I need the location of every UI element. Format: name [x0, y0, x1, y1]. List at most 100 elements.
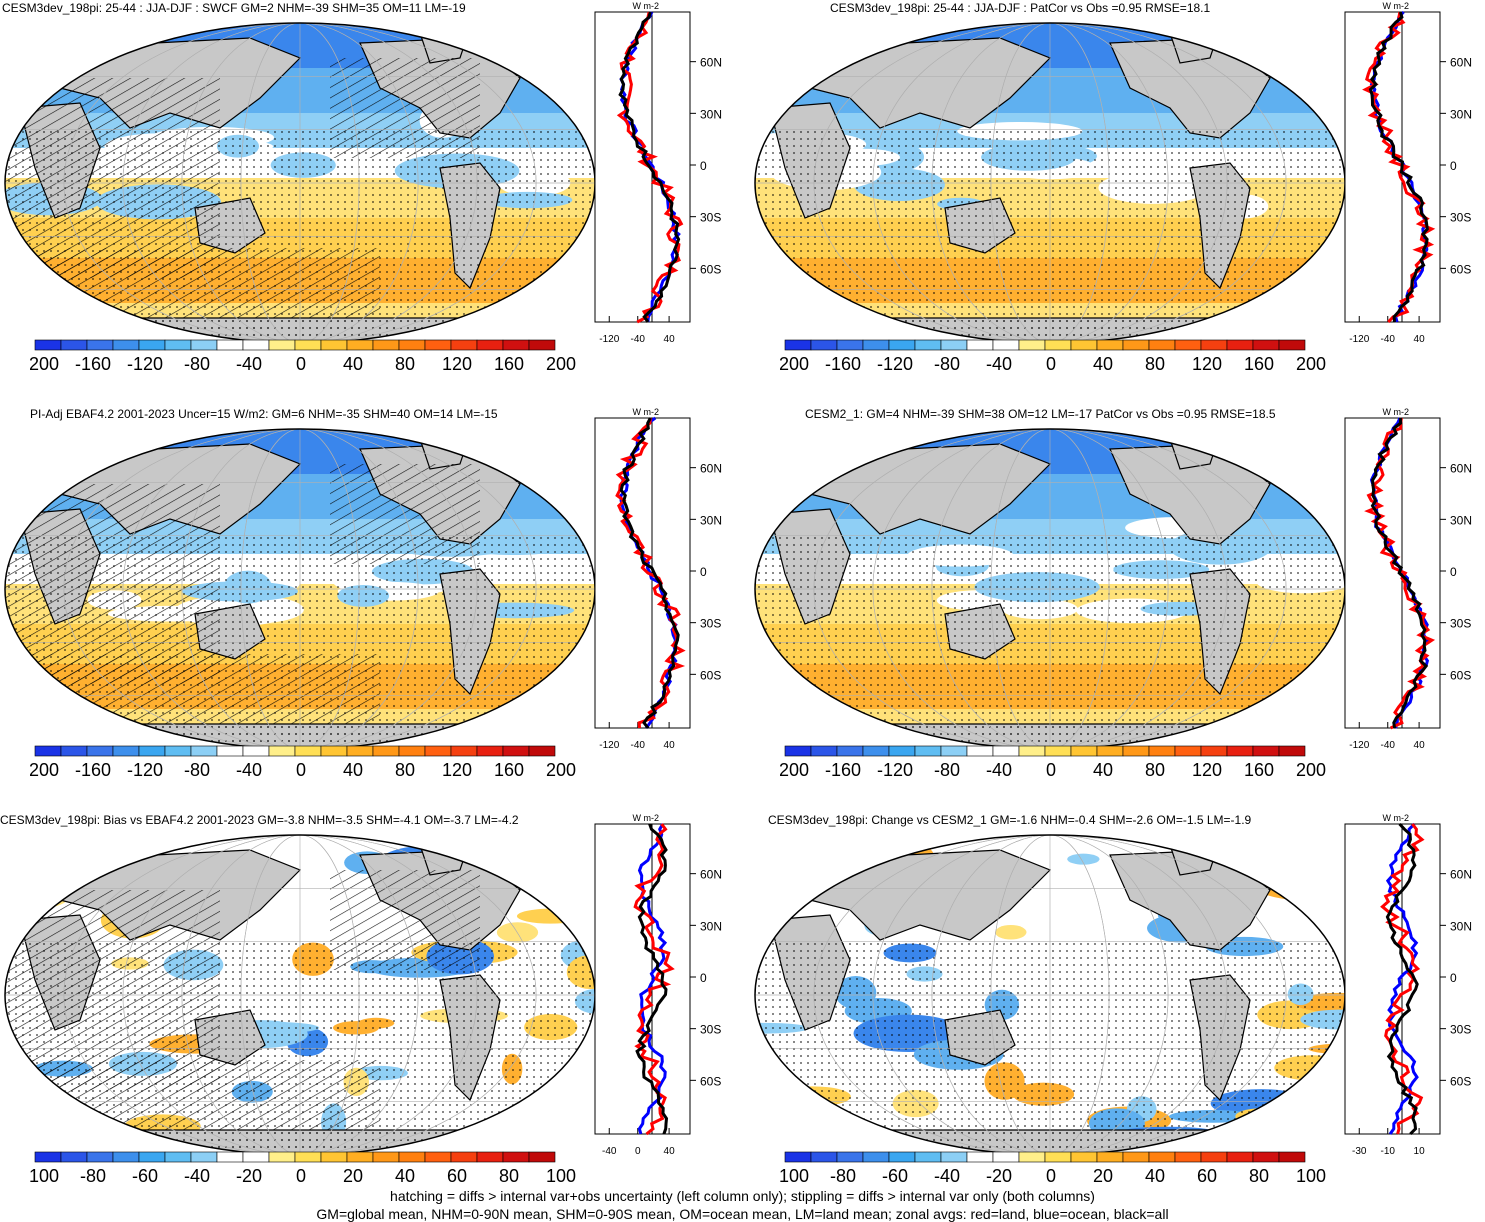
colorbar-swatch: [1045, 340, 1071, 350]
footer-line-1: hatching = diffs > internal var+obs unce…: [0, 1188, 1485, 1204]
colorbar-swatch: [785, 1152, 811, 1162]
colorbar-swatch: [191, 746, 217, 756]
colorbar-tick-label: -80: [934, 760, 960, 780]
colorbar-swatch: [477, 340, 503, 350]
colorbar-tick-label: -120: [127, 354, 163, 374]
colorbar-swatch: [1097, 746, 1123, 756]
colorbar-swatch: [321, 1152, 347, 1162]
colorbar-swatch: [811, 1152, 837, 1162]
colorbar-swatch: [1019, 1152, 1045, 1162]
x-tick-label: 40: [1414, 740, 1426, 751]
colorbar-swatch: [993, 340, 1019, 350]
hatching: [0, 248, 380, 318]
colorbar-swatch: [191, 340, 217, 350]
colorbar-tick-label: 100: [1296, 1166, 1326, 1186]
colorbar-swatch: [425, 1152, 451, 1162]
colorbar-swatch: [321, 746, 347, 756]
colorbar-swatch: [503, 1152, 529, 1162]
colorbar-swatch: [1253, 1152, 1279, 1162]
colorbar-swatch: [477, 746, 503, 756]
colorbar-swatch: [477, 1152, 503, 1162]
lat-tick-label: 30N: [700, 919, 722, 933]
lat-tick-label: 60N: [700, 462, 722, 476]
colorbar-swatch: [1071, 1152, 1097, 1162]
unit-label: W m-2: [1383, 1, 1410, 11]
lat-tick-label: 30N: [1450, 919, 1472, 933]
colorbar-swatch: [373, 1152, 399, 1162]
colorbar-swatch: [1279, 340, 1305, 350]
colorbar-tick-label: -160: [825, 354, 861, 374]
colorbar-swatch: [1227, 1152, 1253, 1162]
colorbar-swatch: [113, 1152, 139, 1162]
lat-tick-label: 60N: [1450, 868, 1472, 882]
colorbar-swatch: [1253, 746, 1279, 756]
colorbar-swatch: [1149, 340, 1175, 350]
colorbar-swatch: [1123, 746, 1149, 756]
colorbar-tick-label: -80: [830, 1166, 856, 1186]
colorbar-swatch: [217, 1152, 243, 1162]
colorbar-swatch: [837, 340, 863, 350]
colorbar-tick-label: -160: [75, 354, 111, 374]
colorbar-swatch: [347, 1152, 373, 1162]
colorbar-swatch: [165, 1152, 191, 1162]
unit-label: W m-2: [633, 1, 660, 11]
colorbar-swatch: [191, 1152, 217, 1162]
colorbar-swatch: [993, 1152, 1019, 1162]
lat-tick-label: 30S: [700, 211, 721, 225]
colorbar-swatch: [113, 340, 139, 350]
field-patch: [0, 1104, 78, 1135]
map-plot: [0, 18, 600, 348]
x-tick-label: -40: [1381, 740, 1396, 751]
footer-line-2: GM=global mean, NHM=0-90N mean, SHM=0-90…: [0, 1206, 1485, 1222]
colorbar-swatch: [295, 340, 321, 350]
colorbar-swatch: [889, 340, 915, 350]
colorbar-tick-label: 120: [1192, 760, 1222, 780]
colorbar-swatch: [1045, 1152, 1071, 1162]
colorbar-tick-label: -120: [127, 760, 163, 780]
colorbar-swatch: [35, 746, 61, 756]
colorbar-swatch: [1123, 1152, 1149, 1162]
colorbar-tick-label: 200: [1296, 354, 1326, 374]
colorbar-tick-label: -100: [30, 1166, 59, 1186]
lat-tick-label: 30S: [1450, 211, 1471, 225]
colorbar-tick-label: 80: [1145, 760, 1165, 780]
map-plot: [750, 424, 1350, 754]
colorbar-swatch: [1227, 340, 1253, 350]
colorbar-tick-label: -200: [780, 354, 809, 374]
lat-tick-label: 60S: [700, 668, 721, 682]
colorbar-tick-label: 200: [546, 760, 576, 780]
colorbar-tick-label: 0: [1046, 354, 1056, 374]
colorbar-tick-label: -100: [780, 1166, 809, 1186]
colorbar-tick-label: 160: [1244, 354, 1274, 374]
field-patch: [806, 863, 835, 876]
hatching: [0, 654, 380, 724]
colorbar-tick-label: 200: [1296, 760, 1326, 780]
colorbar-swatch: [243, 746, 269, 756]
colorbar-swatch: [915, 746, 941, 756]
panel-2: CESM3dev_198pi: 25-44 : JJA-DJF : PatCor…: [750, 0, 1485, 407]
colorbar-tick-label: -80: [184, 760, 210, 780]
lat-tick-label: 60S: [700, 262, 721, 276]
colorbar-swatch: [1279, 1152, 1305, 1162]
colorbar-tick-label: 100: [546, 1166, 576, 1186]
lat-tick-label: 0: [1450, 971, 1457, 985]
colorbar-swatch: [295, 1152, 321, 1162]
colorbar-tick-label: 80: [395, 354, 415, 374]
colorbar-swatch: [347, 340, 373, 350]
colorbar-swatch: [217, 340, 243, 350]
colorbar-tick-label: -200: [780, 760, 809, 780]
colorbar-swatch: [451, 1152, 477, 1162]
lat-tick-label: 30S: [700, 1023, 721, 1037]
field-patch: [0, 893, 25, 928]
x-tick-label: -40: [1381, 334, 1396, 345]
colorbar-swatch: [61, 340, 87, 350]
colorbar-swatch: [1123, 340, 1149, 350]
lat-tick-label: 30N: [1450, 107, 1472, 121]
colorbar-swatch: [837, 1152, 863, 1162]
map-plot: [0, 424, 600, 754]
